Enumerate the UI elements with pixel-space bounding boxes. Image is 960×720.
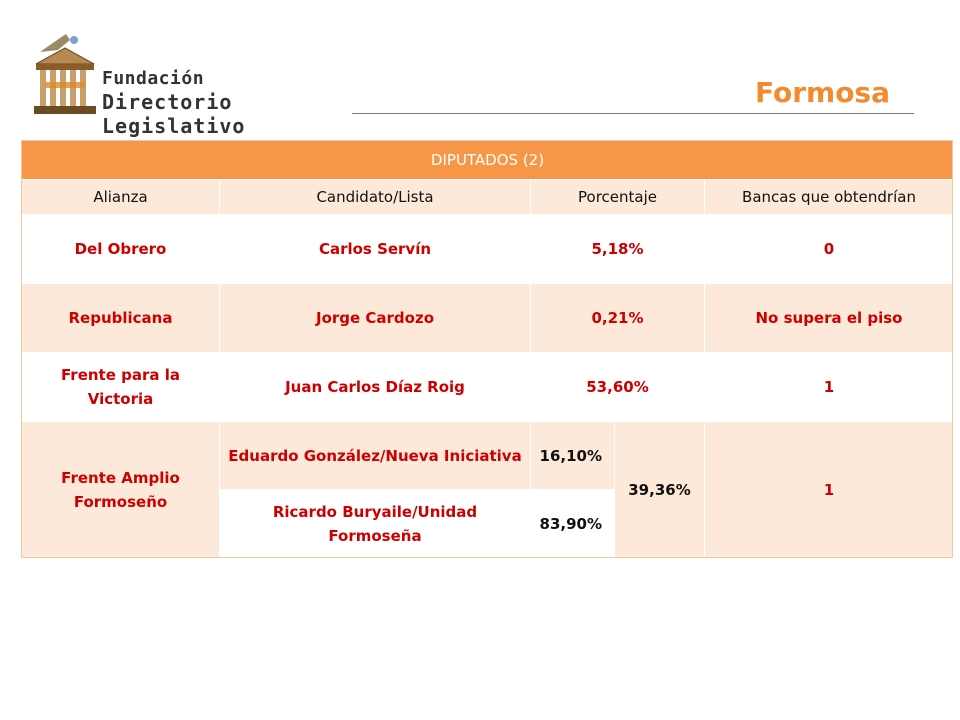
cell-porcentaje-total: 39,36%: [614, 421, 705, 558]
table-title: DIPUTADOS (2): [21, 140, 954, 180]
cell-sublista-porcentaje: 83,90%: [530, 489, 615, 558]
parliament-building-icon: [34, 34, 96, 114]
cell-alianza: Del Obrero: [21, 214, 220, 284]
page-title: Formosa: [754, 76, 890, 109]
cell-sublista-candidato: Eduardo González/Nueva Iniciativa: [219, 421, 531, 490]
cell-sublista-porcentaje: 16,10%: [530, 421, 615, 490]
cell-porcentaje: 0,21%: [530, 283, 705, 353]
cell-bancas: No supera el piso: [704, 283, 954, 353]
fundacion-logo: Fundación Directorio Legislativo: [30, 30, 340, 138]
header-bancas: Bancas que obtendrían: [704, 179, 954, 215]
cell-candidato: Carlos Servín: [219, 214, 531, 284]
cell-porcentaje: 53,60%: [530, 352, 705, 422]
table-row: Republicana Jorge Cardozo 0,21% No super…: [21, 283, 954, 353]
cell-alianza: Frente para la Victoria: [21, 352, 220, 422]
cell-bancas: 1: [704, 421, 954, 558]
cell-porcentaje: 5,18%: [530, 214, 705, 284]
cell-alianza: Republicana: [21, 283, 220, 353]
header-candidato: Candidato/Lista: [219, 179, 531, 215]
cell-bancas: 0: [704, 214, 954, 284]
table-row: Ricardo Buryaile/Unidad Formoseña 83,90%: [22, 489, 954, 558]
cell-candidato: Juan Carlos Díaz Roig: [219, 352, 531, 422]
cell-sublista-candidato: Ricardo Buryaile/Unidad Formoseña: [219, 489, 531, 558]
logo-text-directorio: Directorio Legislativo: [102, 90, 246, 138]
results-table: DIPUTADOS (2) Alianza Candidato/Lista Po…: [21, 140, 954, 558]
table-row: Del Obrero Carlos Servín 5,18% 0: [21, 214, 954, 284]
title-divider: [352, 113, 914, 114]
cell-alianza: Frente Amplio Formoseño: [21, 421, 220, 558]
header-porcentaje: Porcentaje: [530, 179, 705, 215]
cell-bancas: 1: [704, 352, 954, 422]
logo-text-fundacion: Fundación: [102, 68, 205, 89]
header-alianza: Alianza: [21, 179, 220, 215]
cell-candidato: Jorge Cardozo: [219, 283, 531, 353]
table-row: Frente para la Victoria Juan Carlos Díaz…: [21, 352, 954, 422]
table-row: Frente Amplio Formoseño Eduardo González…: [21, 421, 954, 558]
